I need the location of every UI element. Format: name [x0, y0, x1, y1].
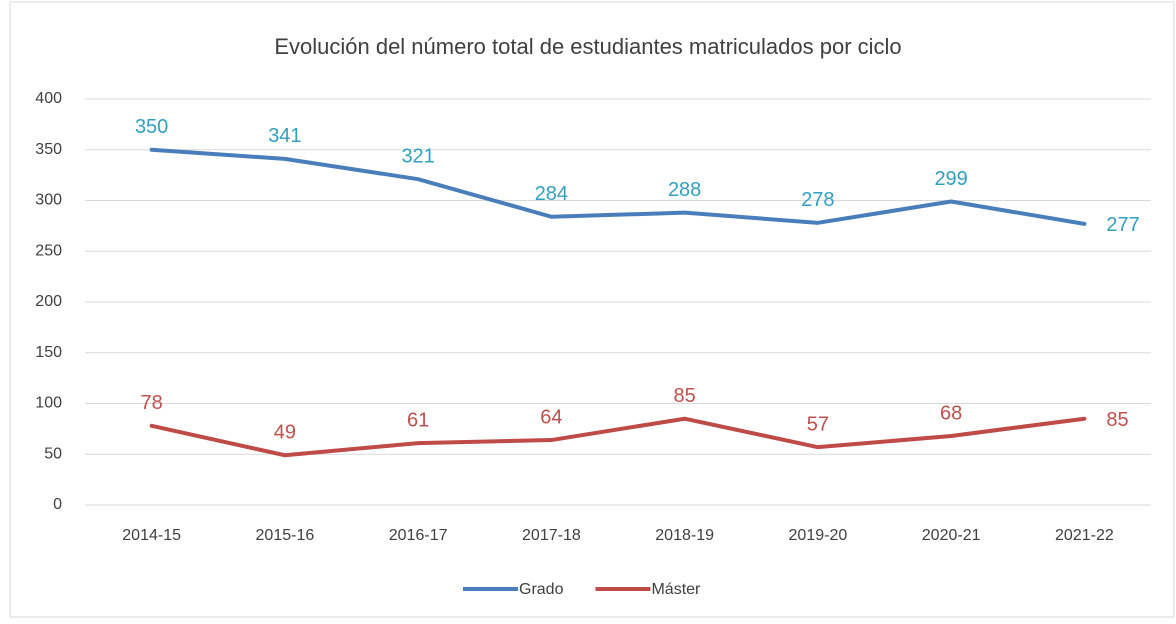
data-label: 49	[274, 422, 296, 444]
line-series	[149, 416, 1087, 458]
y-tick-label: 300	[35, 192, 62, 209]
legend-label: Grado	[519, 581, 564, 598]
data-label: 78	[141, 392, 163, 414]
data-label: 85	[674, 385, 696, 407]
data-label: 277	[1106, 214, 1139, 236]
x-tick-label: 2014-15	[122, 527, 181, 544]
chart-border	[9, 1, 1175, 618]
x-tick-label: 2017-18	[522, 527, 581, 544]
y-tick-label: 250	[35, 242, 62, 259]
y-tick-label: 50	[44, 445, 62, 462]
x-tick-label: 2016-17	[389, 527, 448, 544]
line-series	[149, 147, 1087, 226]
data-label: 61	[407, 409, 429, 431]
y-tick-label: 100	[35, 395, 62, 412]
y-tick-label: 200	[35, 293, 62, 310]
x-tick-label: 2021-22	[1055, 527, 1114, 544]
data-label: 299	[934, 168, 967, 190]
data-label: 64	[540, 406, 562, 428]
y-tick-label: 0	[53, 496, 62, 513]
x-tick-label: 2020-21	[922, 527, 981, 544]
data-label: 278	[801, 189, 834, 211]
data-label: 284	[535, 183, 568, 205]
y-tick-label: 400	[35, 90, 62, 107]
data-label: 321	[401, 145, 434, 167]
y-tick-label: 350	[35, 141, 62, 158]
x-tick-label: 2019-20	[789, 527, 848, 544]
data-label: 68	[940, 402, 962, 424]
chart-title: Evolución del número total de estudiante…	[274, 34, 901, 59]
data-label: 57	[807, 413, 829, 435]
legend-label: Máster	[651, 581, 701, 598]
data-label: 85	[1106, 409, 1128, 431]
data-label: 288	[668, 179, 701, 201]
y-tick-label: 150	[35, 344, 62, 361]
data-label: 341	[268, 125, 301, 147]
x-tick-label: 2018-19	[655, 527, 714, 544]
data-label: 350	[135, 116, 168, 138]
x-tick-label: 2015-16	[256, 527, 315, 544]
